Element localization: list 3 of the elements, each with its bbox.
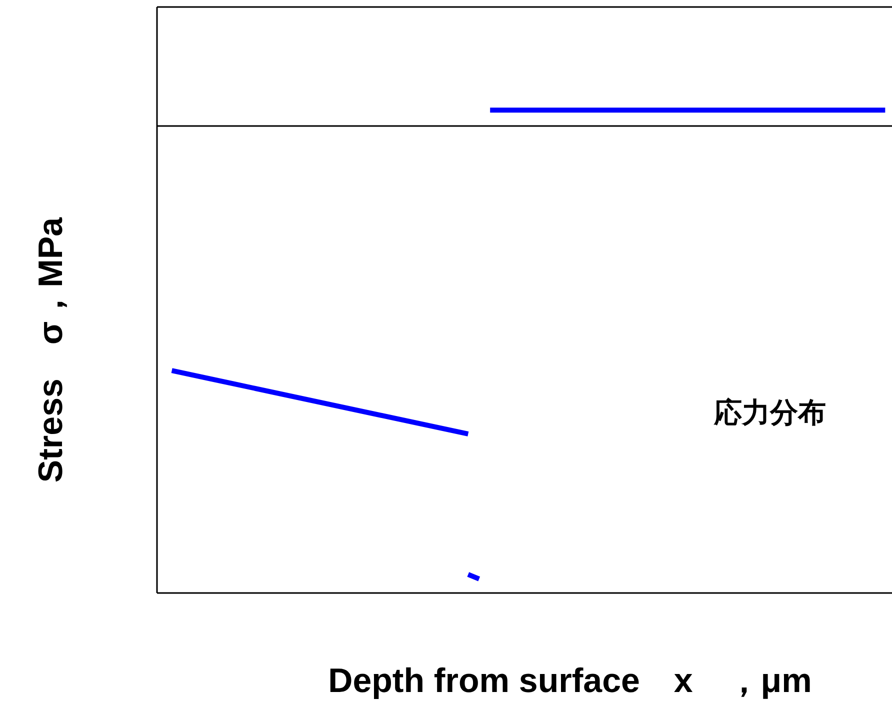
annotation: 応力分布 [713, 397, 826, 428]
x-axis-title: Depth from surface x ，μm [328, 662, 812, 700]
y-axis-title: Stress σ，MPa [32, 216, 70, 483]
